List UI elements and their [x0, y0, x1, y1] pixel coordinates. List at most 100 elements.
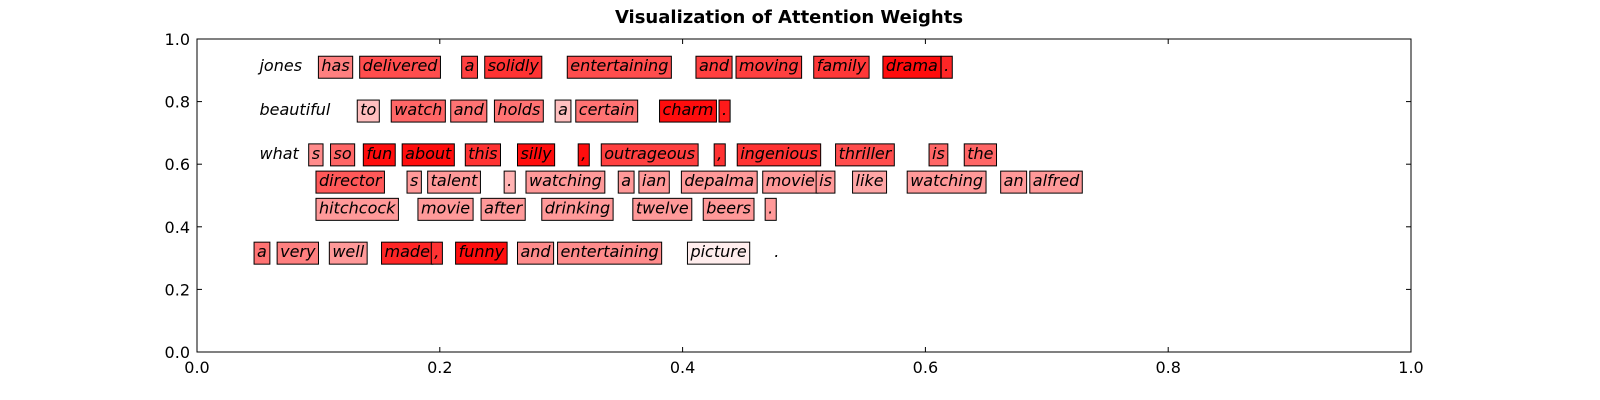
token-weight-box [480, 197, 526, 221]
token-and: and [450, 99, 488, 123]
token-text: picture [689, 242, 746, 261]
token-and: and [695, 55, 733, 79]
token-weight-box [659, 99, 717, 123]
token-text: what [259, 144, 299, 163]
token-text: director [319, 171, 383, 190]
token-text: beers [706, 198, 751, 217]
token-text: funny [459, 242, 505, 261]
token-jones: jones [257, 56, 302, 75]
token-text: is [932, 144, 945, 163]
token-weight-box [417, 197, 474, 221]
token-talent: talent [427, 170, 481, 194]
token-weight-box [430, 241, 443, 265]
token-boxes: jones has delivered a solidly entertaining and… [253, 55, 1083, 265]
token-text: charm [663, 100, 714, 119]
token-text: movie [421, 198, 470, 217]
token-text: . [768, 198, 773, 217]
token-and: and [516, 241, 555, 265]
token-text: about [405, 144, 452, 163]
token-text: to [360, 100, 376, 119]
token-text: twelve [636, 198, 689, 217]
token-weight-box [713, 143, 726, 167]
token-very: very [276, 241, 319, 265]
token-weight-box [308, 143, 324, 167]
token-funny: funny [455, 241, 508, 265]
token-text: after [484, 198, 524, 217]
token-moving: moving [735, 55, 803, 79]
token-weight-box [516, 143, 556, 167]
token-holds: holds [493, 99, 544, 123]
token-drama: drama [882, 55, 942, 79]
token-text: has [321, 56, 349, 75]
token-delivered: delivered [359, 55, 441, 79]
token-movie: movie [762, 170, 819, 194]
token-silly: silly [516, 143, 556, 167]
token-weight-box [253, 241, 271, 265]
token-text: a [465, 56, 475, 75]
token-weight-box [450, 99, 488, 123]
token-punct: , [430, 241, 443, 265]
token-punct: , [577, 143, 590, 167]
token-ian: ian [638, 170, 670, 194]
token-weight-box [541, 197, 614, 221]
y-tick-label: 0.2 [165, 280, 190, 299]
plot-frame [196, 38, 1412, 353]
token-text: watch [394, 100, 442, 119]
token-weight-box [695, 55, 733, 79]
token-weight-box [276, 241, 319, 265]
token-weight-box [356, 99, 380, 123]
token-entertaining: entertaining [566, 55, 672, 79]
token-this: this [464, 143, 501, 167]
token-text: beautiful [259, 100, 330, 119]
token-text: a [257, 242, 267, 261]
token-text: entertaining [570, 56, 668, 75]
token-text: , [717, 144, 722, 163]
token-what: what [259, 144, 299, 163]
token-text: and [699, 56, 730, 75]
token-depalma: depalma [680, 170, 758, 194]
token-weight-box [617, 170, 635, 194]
token-beautiful: beautiful [259, 100, 330, 119]
token-is: is [815, 170, 836, 194]
token-text: hitchcock [319, 198, 396, 217]
token-weight-box [503, 170, 516, 194]
token-punct: . [764, 197, 777, 221]
token-text: and [454, 100, 485, 119]
token-text: talent [431, 171, 479, 190]
token-has: has [317, 55, 354, 79]
token-weight-box [362, 143, 396, 167]
token-an: an [1000, 170, 1028, 194]
token-text: watching [910, 171, 983, 190]
token-text: , [581, 144, 586, 163]
token-movie: movie [417, 197, 474, 221]
x-tick-label: 0.4 [670, 358, 695, 377]
token-text: a [558, 100, 568, 119]
token-weight-box [461, 55, 478, 79]
token-weight-box [566, 55, 672, 79]
token-weight-box [852, 170, 888, 194]
token-about: about [401, 143, 455, 167]
token-text: ingenious [740, 144, 817, 163]
token-weight-box [906, 170, 987, 194]
token-thriller: thriller [835, 143, 895, 167]
token-weight-box [1029, 170, 1083, 194]
token-weight-box [963, 143, 998, 167]
token-weight-box [390, 99, 446, 123]
token-weight-box [315, 170, 385, 194]
token-weight-box [315, 197, 399, 221]
token-text: this [468, 144, 497, 163]
token-weight-box [736, 143, 822, 167]
x-tick-label: 0.6 [913, 358, 938, 377]
token-weight-box [484, 55, 543, 79]
token-beers: beers [702, 197, 755, 221]
token-like: like [852, 170, 888, 194]
token-after: after [480, 197, 526, 221]
token-weight-box [330, 143, 356, 167]
y-tick-label: 0.6 [165, 155, 190, 174]
token-weight-box [940, 55, 953, 79]
token-weight-box [600, 143, 699, 167]
token-ingenious: ingenious [736, 143, 822, 167]
token-punct: . [718, 99, 731, 123]
token-to: to [356, 99, 380, 123]
y-tick-label: 0.4 [165, 218, 190, 237]
